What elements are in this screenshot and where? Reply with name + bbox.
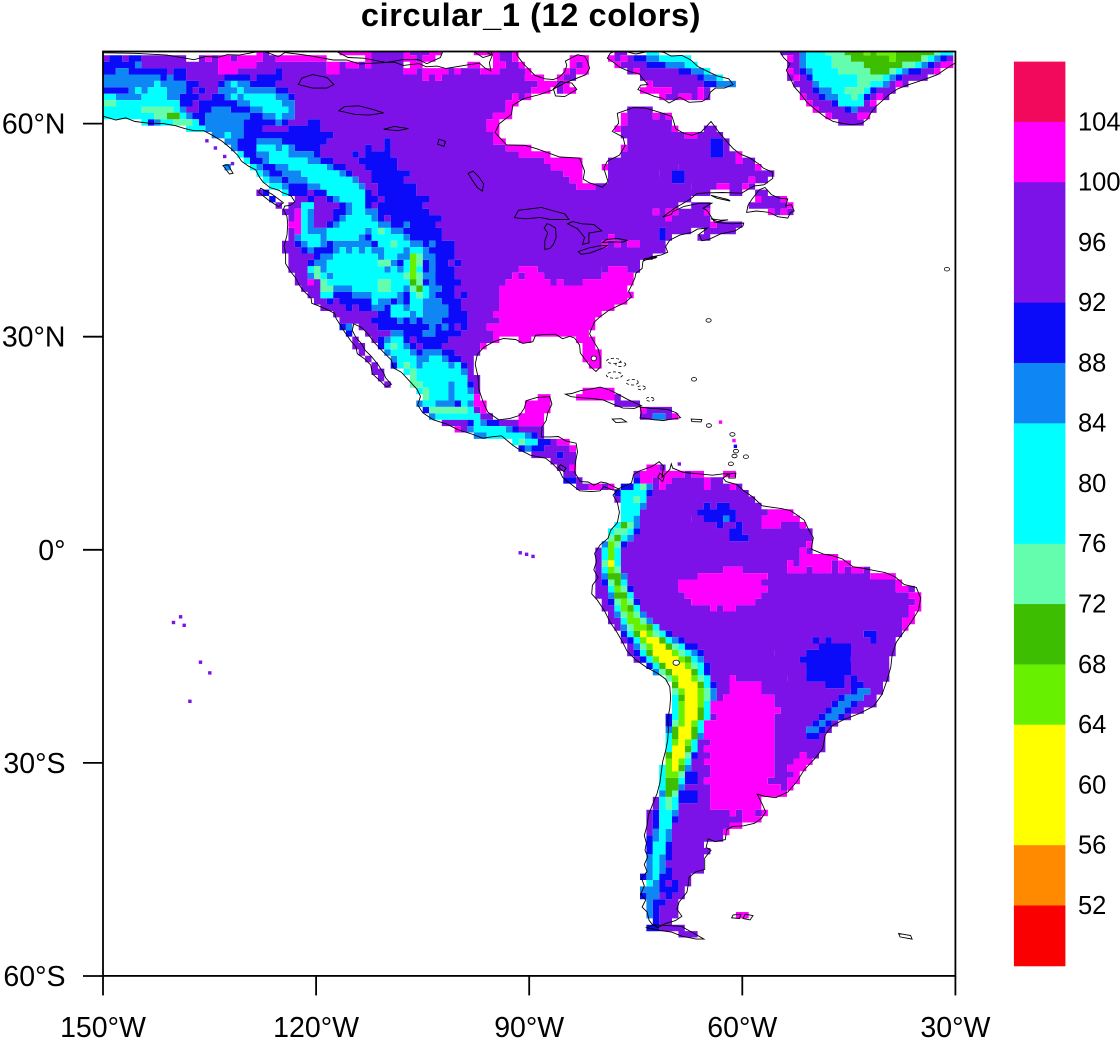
svg-text:64: 64: [1078, 711, 1106, 739]
svg-text:60°N: 60°N: [2, 109, 66, 141]
svg-text:56: 56: [1078, 832, 1106, 860]
svg-text:60°S: 60°S: [3, 961, 65, 993]
svg-text:100: 100: [1078, 169, 1120, 197]
svg-text:30°N: 30°N: [2, 322, 66, 354]
svg-text:80: 80: [1078, 470, 1106, 498]
svg-text:120°W: 120°W: [273, 1012, 359, 1040]
svg-text:0°: 0°: [38, 535, 65, 567]
svg-text:72: 72: [1078, 591, 1106, 619]
svg-text:60: 60: [1078, 771, 1106, 799]
svg-text:30°W: 30°W: [920, 1012, 990, 1040]
svg-text:68: 68: [1078, 651, 1106, 679]
svg-text:150°W: 150°W: [60, 1012, 146, 1040]
svg-text:60°W: 60°W: [707, 1012, 777, 1040]
svg-text:90°W: 90°W: [494, 1012, 564, 1040]
svg-text:92: 92: [1078, 289, 1106, 317]
svg-text:76: 76: [1078, 530, 1106, 558]
svg-text:104: 104: [1078, 108, 1120, 136]
svg-text:96: 96: [1078, 229, 1106, 257]
svg-text:52: 52: [1078, 892, 1106, 920]
svg-text:88: 88: [1078, 349, 1106, 377]
svg-text:circular_1 (12 colors): circular_1 (12 colors): [361, 0, 701, 33]
svg-text:84: 84: [1078, 410, 1106, 438]
svg-text:30°S: 30°S: [3, 748, 65, 780]
